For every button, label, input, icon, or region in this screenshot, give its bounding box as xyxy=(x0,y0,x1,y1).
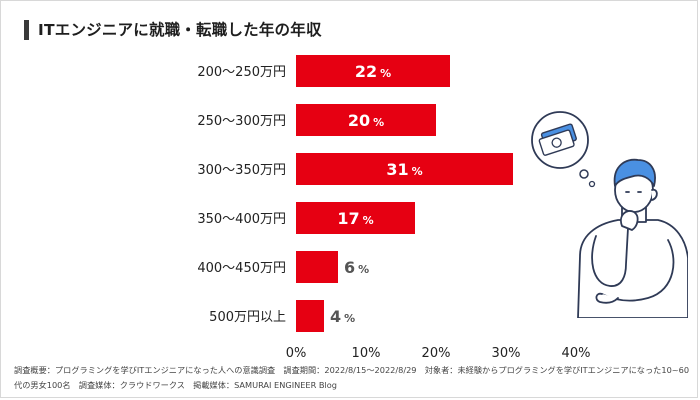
x-tick-label: 40% xyxy=(562,346,591,361)
x-tick-label: 30% xyxy=(492,346,521,361)
category-label: 200〜250万円 xyxy=(197,65,286,80)
category-label: 300〜350万円 xyxy=(197,163,286,178)
value-label: 4% xyxy=(330,307,355,326)
x-tick-label: 20% xyxy=(422,346,451,361)
bar xyxy=(296,153,513,185)
value-label: 6% xyxy=(344,258,369,277)
category-label: 500万円以上 xyxy=(209,310,286,325)
value-label: 17% xyxy=(337,209,373,228)
x-tick-label: 10% xyxy=(352,346,381,361)
bar xyxy=(296,300,324,332)
category-label: 400〜450万円 xyxy=(197,261,286,276)
category-label: 250〜300万円 xyxy=(197,114,286,129)
money-thought-bubble-icon xyxy=(531,111,596,188)
bar xyxy=(296,251,338,283)
value-label: 22% xyxy=(355,62,391,81)
survey-footnote: 調査概要：プログラミングを学びITエンジニアになった人への意識調査 調査期間：2… xyxy=(14,365,690,390)
chart-title: ITエンジニアに就職・転職した年の年収 xyxy=(38,21,322,39)
x-tick-label: 0% xyxy=(286,346,307,361)
bar xyxy=(296,202,415,234)
value-label: 20% xyxy=(348,111,384,130)
category-label: 350〜400万円 xyxy=(197,212,286,227)
value-label: 31% xyxy=(386,160,422,179)
person-thinking-illustration xyxy=(531,111,688,318)
title-marker xyxy=(24,20,29,40)
person-icon xyxy=(577,158,688,318)
bar xyxy=(296,104,436,136)
bar xyxy=(296,55,450,87)
